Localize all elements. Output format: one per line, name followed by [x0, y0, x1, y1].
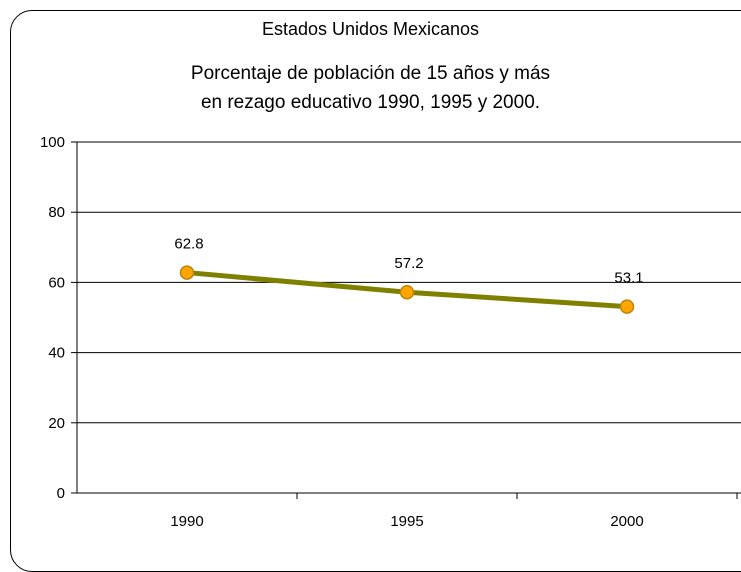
data-label-1995: 57.2 — [394, 255, 423, 272]
chart-title-line-2: en rezago educativo 1990, 1995 y 2000. — [200, 92, 541, 113]
data-label-1990: 62.8 — [174, 236, 203, 253]
data-point-1990 — [179, 265, 195, 280]
x-tick-label-2000: 2000 — [610, 513, 643, 530]
chart-title-line-1: Porcentaje de población de 15 años y más — [190, 63, 551, 84]
y-tick-label-60: 60 — [48, 274, 65, 291]
y-tick-label-0: 0 — [57, 485, 65, 502]
x-tick-label-1995: 1995 — [390, 513, 423, 530]
data-point-2000 — [619, 299, 635, 314]
x-tick-label-1990: 1990 — [170, 513, 203, 530]
y-tick-label-20: 20 — [48, 415, 65, 432]
region-title: Estados Unidos Mexicanos — [261, 19, 480, 39]
y-tick-label-40: 40 — [48, 345, 65, 362]
data-point-1995 — [399, 284, 415, 300]
y-tick-label-100: 100 — [40, 134, 65, 151]
y-tick-label-80: 80 — [48, 204, 65, 221]
line-chart: 0 20 40 60 80 100 1990 1995 2000 62.8 57.2 53.1 — [40, 134, 741, 530]
data-label-2000: 53.1 — [614, 270, 643, 287]
